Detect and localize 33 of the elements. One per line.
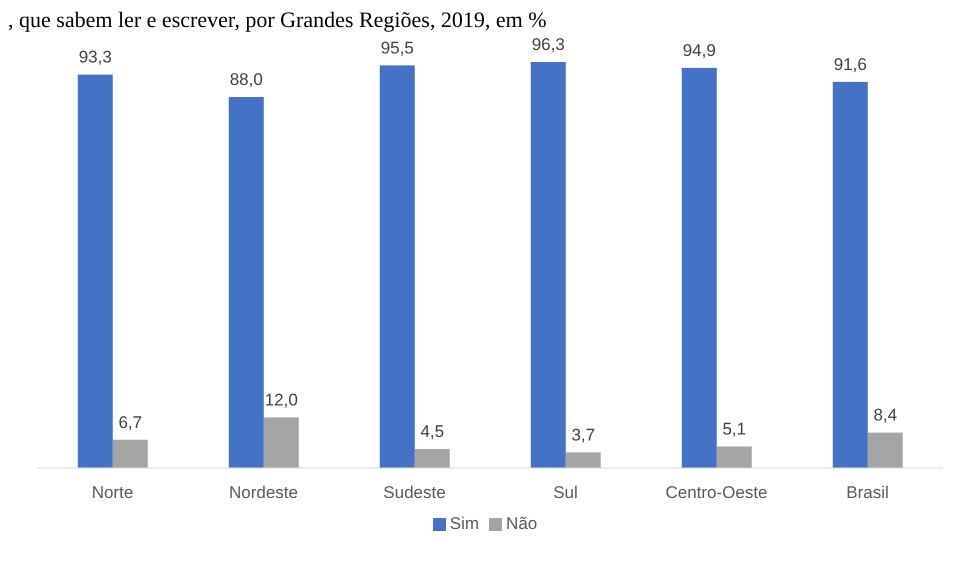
bar bbox=[868, 432, 903, 468]
data-label: 3,7 bbox=[571, 425, 596, 444]
bar bbox=[112, 440, 148, 468]
data-label: 88,0 bbox=[230, 70, 263, 89]
bar bbox=[716, 446, 752, 468]
x-tick-label: Centro-Oeste bbox=[665, 483, 768, 502]
bar bbox=[264, 417, 299, 468]
x-tick-label: Nordeste bbox=[229, 483, 298, 502]
legend-label: Não bbox=[506, 514, 538, 533]
data-label: 91,6 bbox=[834, 54, 867, 74]
data-label: 6,7 bbox=[118, 412, 142, 432]
data-label: 5,1 bbox=[722, 420, 746, 438]
legend-label: Sim bbox=[450, 514, 480, 533]
x-tick-label: Sul bbox=[553, 483, 578, 502]
bar bbox=[380, 65, 415, 468]
bar bbox=[530, 62, 566, 468]
data-label: 8,4 bbox=[873, 406, 898, 425]
bar bbox=[566, 452, 601, 468]
bar bbox=[78, 74, 113, 468]
data-label: 4,5 bbox=[420, 422, 444, 442]
x-tick-label: Sudeste bbox=[383, 483, 446, 502]
x-tick-label: Brasil bbox=[846, 483, 889, 502]
bar bbox=[832, 82, 868, 468]
data-label: 93,3 bbox=[78, 48, 112, 67]
data-label: 96,3 bbox=[532, 35, 565, 54]
chart-title: , que sabem ler e escrever, por Grandes Regiões, 2019, em % bbox=[8, 7, 548, 32]
x-tick-label: Norte bbox=[92, 483, 134, 502]
bar bbox=[682, 68, 717, 468]
bar bbox=[228, 96, 264, 468]
data-label: 94,9 bbox=[682, 40, 716, 60]
data-label: 12,0 bbox=[264, 390, 298, 410]
data-label: 95,5 bbox=[380, 38, 414, 58]
bar bbox=[414, 449, 450, 468]
